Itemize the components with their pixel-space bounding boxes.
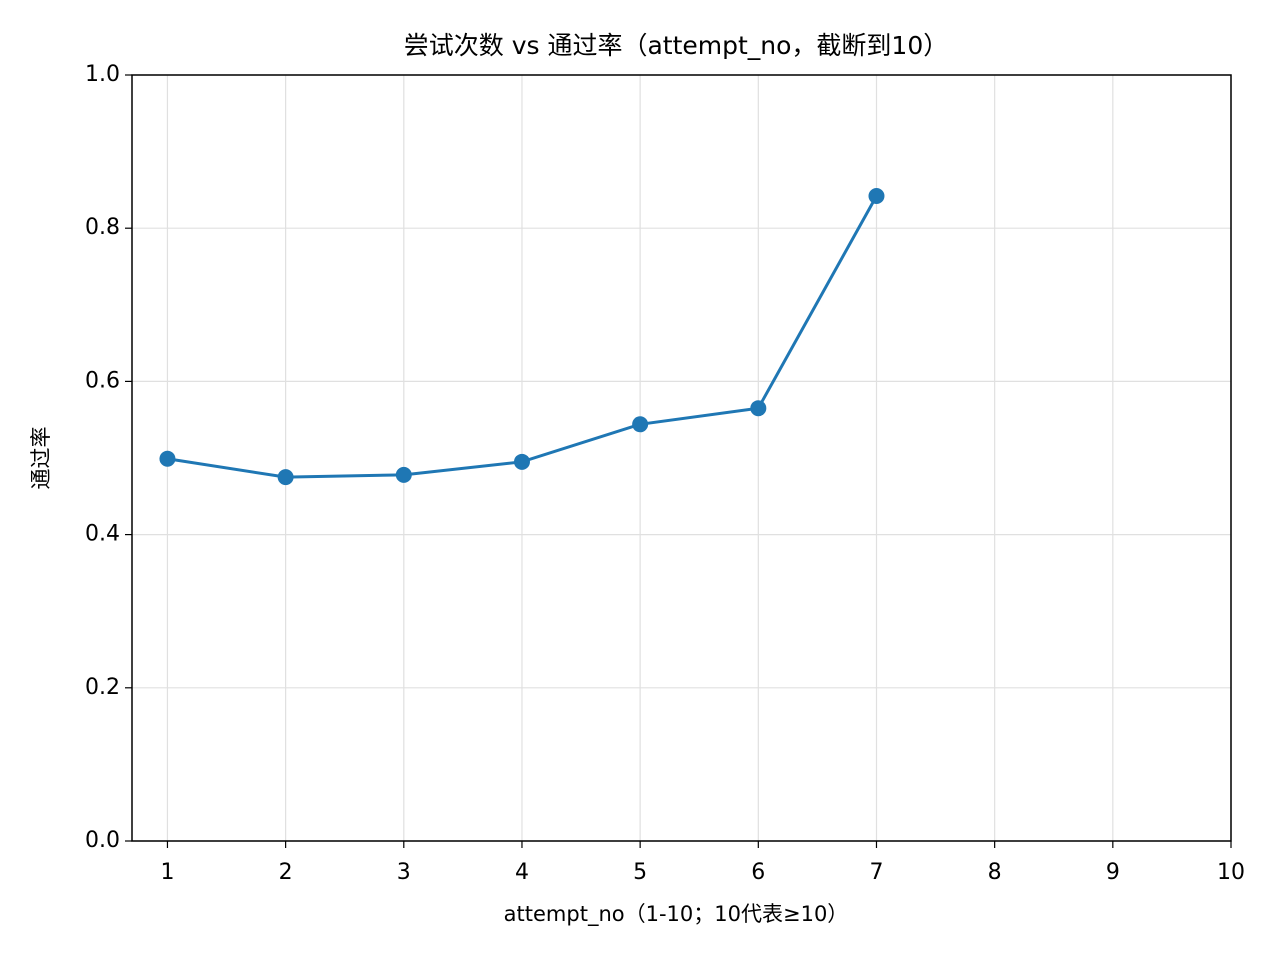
x-axis-label: attempt_no（1-10；10代表≥10） bbox=[504, 902, 849, 927]
point bbox=[277, 469, 294, 486]
point bbox=[632, 416, 649, 433]
point bbox=[513, 453, 530, 470]
y-tick-label: 0.2 bbox=[85, 675, 120, 700]
x-tick-label: 2 bbox=[279, 860, 293, 885]
chart-title: 尝试次数 vs 通过率（attempt_no，截断到10） bbox=[404, 31, 949, 60]
y-tick-label: 0.6 bbox=[85, 368, 120, 393]
x-tick-label: 3 bbox=[397, 860, 411, 885]
y-tick-label: 0.0 bbox=[85, 828, 120, 853]
x-tick-label: 7 bbox=[869, 860, 883, 885]
point bbox=[395, 466, 412, 483]
x-tick-label: 5 bbox=[633, 860, 647, 885]
x-tick-label: 6 bbox=[751, 860, 765, 885]
y-tick-label: 0.4 bbox=[85, 522, 120, 547]
y-tick-label: 0.8 bbox=[85, 215, 120, 240]
x-tick-label: 9 bbox=[1106, 860, 1120, 885]
point bbox=[750, 400, 767, 417]
y-axis-label: 通过率 bbox=[29, 427, 53, 490]
x-tick-label: 4 bbox=[515, 860, 529, 885]
plot-frame bbox=[131, 74, 1232, 842]
x-tick-label: 8 bbox=[988, 860, 1002, 885]
point bbox=[868, 188, 885, 205]
point bbox=[159, 450, 176, 467]
x-tick-label: 10 bbox=[1217, 860, 1245, 885]
y-tick-label: 1.0 bbox=[85, 62, 120, 87]
x-tick-label: 1 bbox=[160, 860, 174, 885]
